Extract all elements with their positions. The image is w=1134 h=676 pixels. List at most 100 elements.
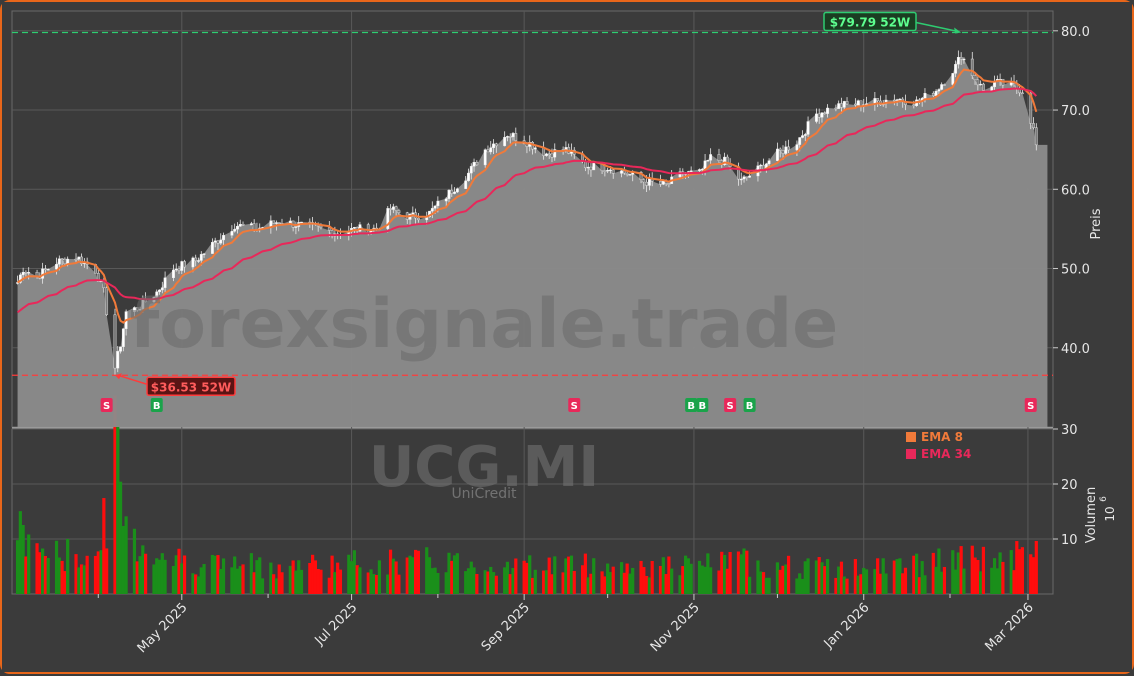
volume-bar	[756, 560, 760, 594]
candle-body	[294, 226, 298, 228]
volume-bar	[82, 565, 86, 594]
volume-bar	[93, 555, 98, 594]
volume-bar	[561, 572, 565, 594]
volume-bar	[486, 571, 490, 594]
high-52w-box	[823, 11, 917, 32]
candle-body	[620, 170, 623, 174]
volume-bar	[533, 569, 537, 594]
volume-bar	[174, 555, 178, 594]
candle-body	[820, 112, 824, 118]
volume-bar	[118, 481, 123, 594]
candle-body	[177, 268, 181, 271]
volume-bar	[647, 577, 652, 594]
volume-bar	[79, 564, 84, 594]
volume-bar	[397, 574, 401, 594]
candle-body	[661, 180, 665, 185]
volume-bar	[845, 578, 849, 594]
company-watermark: UniCredit	[451, 486, 517, 502]
volume-bar	[255, 560, 259, 594]
signal-label: B	[687, 401, 695, 412]
volume-bar	[661, 557, 665, 594]
candle-body	[550, 153, 554, 158]
candle-body	[778, 148, 782, 151]
candle-body	[216, 240, 220, 244]
volume-bar	[689, 563, 693, 594]
volume-bar	[294, 570, 298, 594]
buy-signal-box	[150, 398, 163, 412]
buy-signal-box	[685, 398, 698, 412]
volume-bar	[15, 540, 20, 594]
candle-body	[979, 83, 983, 86]
price-axis-label: Preis	[1089, 208, 1104, 239]
candle-body	[138, 308, 142, 311]
candle-body	[319, 225, 323, 228]
volume-bar	[394, 561, 398, 594]
volume-bar	[642, 567, 646, 594]
volume-bar	[269, 562, 273, 594]
volume-bar	[864, 569, 869, 594]
volume-bar	[85, 555, 89, 594]
candle-body	[249, 223, 253, 226]
volume-bar	[105, 548, 109, 594]
candle-body	[300, 221, 303, 224]
volume-bar	[959, 546, 963, 594]
candle-body	[236, 226, 239, 230]
volume-bar	[391, 558, 395, 594]
volume-bar	[931, 552, 935, 594]
volume-bar	[369, 569, 373, 594]
candle-body	[158, 289, 161, 293]
candle-body	[486, 149, 490, 153]
volume-bar	[330, 555, 334, 594]
candle-body	[277, 222, 281, 224]
volume-bar	[658, 565, 663, 594]
volume-bar	[430, 568, 434, 594]
sell-signal-box	[1024, 398, 1037, 412]
volume-bar	[375, 574, 379, 594]
candle-body	[508, 136, 512, 138]
candle-body	[823, 112, 827, 115]
volume-bar	[606, 563, 610, 594]
candle-body	[990, 86, 994, 91]
volume-bar	[386, 574, 390, 594]
candle-body	[589, 166, 593, 171]
buy-signal-box	[696, 398, 709, 412]
volume-bar	[761, 572, 766, 594]
candle-body	[959, 56, 963, 60]
legend-label: EMA 34	[921, 447, 971, 461]
candle-body	[767, 160, 771, 165]
candle-body	[46, 268, 50, 271]
volume-bar	[444, 572, 448, 594]
volume-bar	[144, 553, 148, 594]
candle-body	[155, 291, 159, 298]
volume-bar	[567, 556, 571, 594]
volume-bar	[1031, 557, 1036, 594]
volume-tick-label: 30	[1061, 423, 1078, 438]
volume-bar	[280, 572, 284, 594]
volume-axis-exponent: 6	[1099, 496, 1109, 502]
volume-bar	[355, 565, 359, 594]
volume-bar	[1001, 561, 1005, 594]
legend-swatch	[906, 449, 916, 459]
volume-bar	[703, 566, 707, 594]
sell-signal-box	[568, 398, 581, 412]
volume-bar	[544, 570, 549, 594]
candle-body	[923, 93, 927, 99]
volume-bar	[995, 568, 999, 594]
buy-signal-marker: B	[696, 398, 709, 412]
volume-bar	[366, 572, 370, 594]
volume-bar	[121, 525, 125, 594]
candle-body	[801, 135, 804, 138]
candle-body	[954, 64, 957, 74]
volume-bar	[953, 569, 958, 594]
volume-bar	[24, 556, 28, 594]
candle-body	[781, 150, 785, 154]
volume-bar	[881, 558, 885, 594]
volume-bar	[798, 573, 802, 594]
volume-bar	[775, 562, 780, 594]
volume-bar	[842, 576, 846, 594]
candle-body	[943, 84, 946, 86]
volume-bar	[631, 567, 635, 594]
volume-bar	[352, 550, 356, 594]
candle-body	[386, 208, 390, 230]
candle-body	[464, 180, 468, 189]
